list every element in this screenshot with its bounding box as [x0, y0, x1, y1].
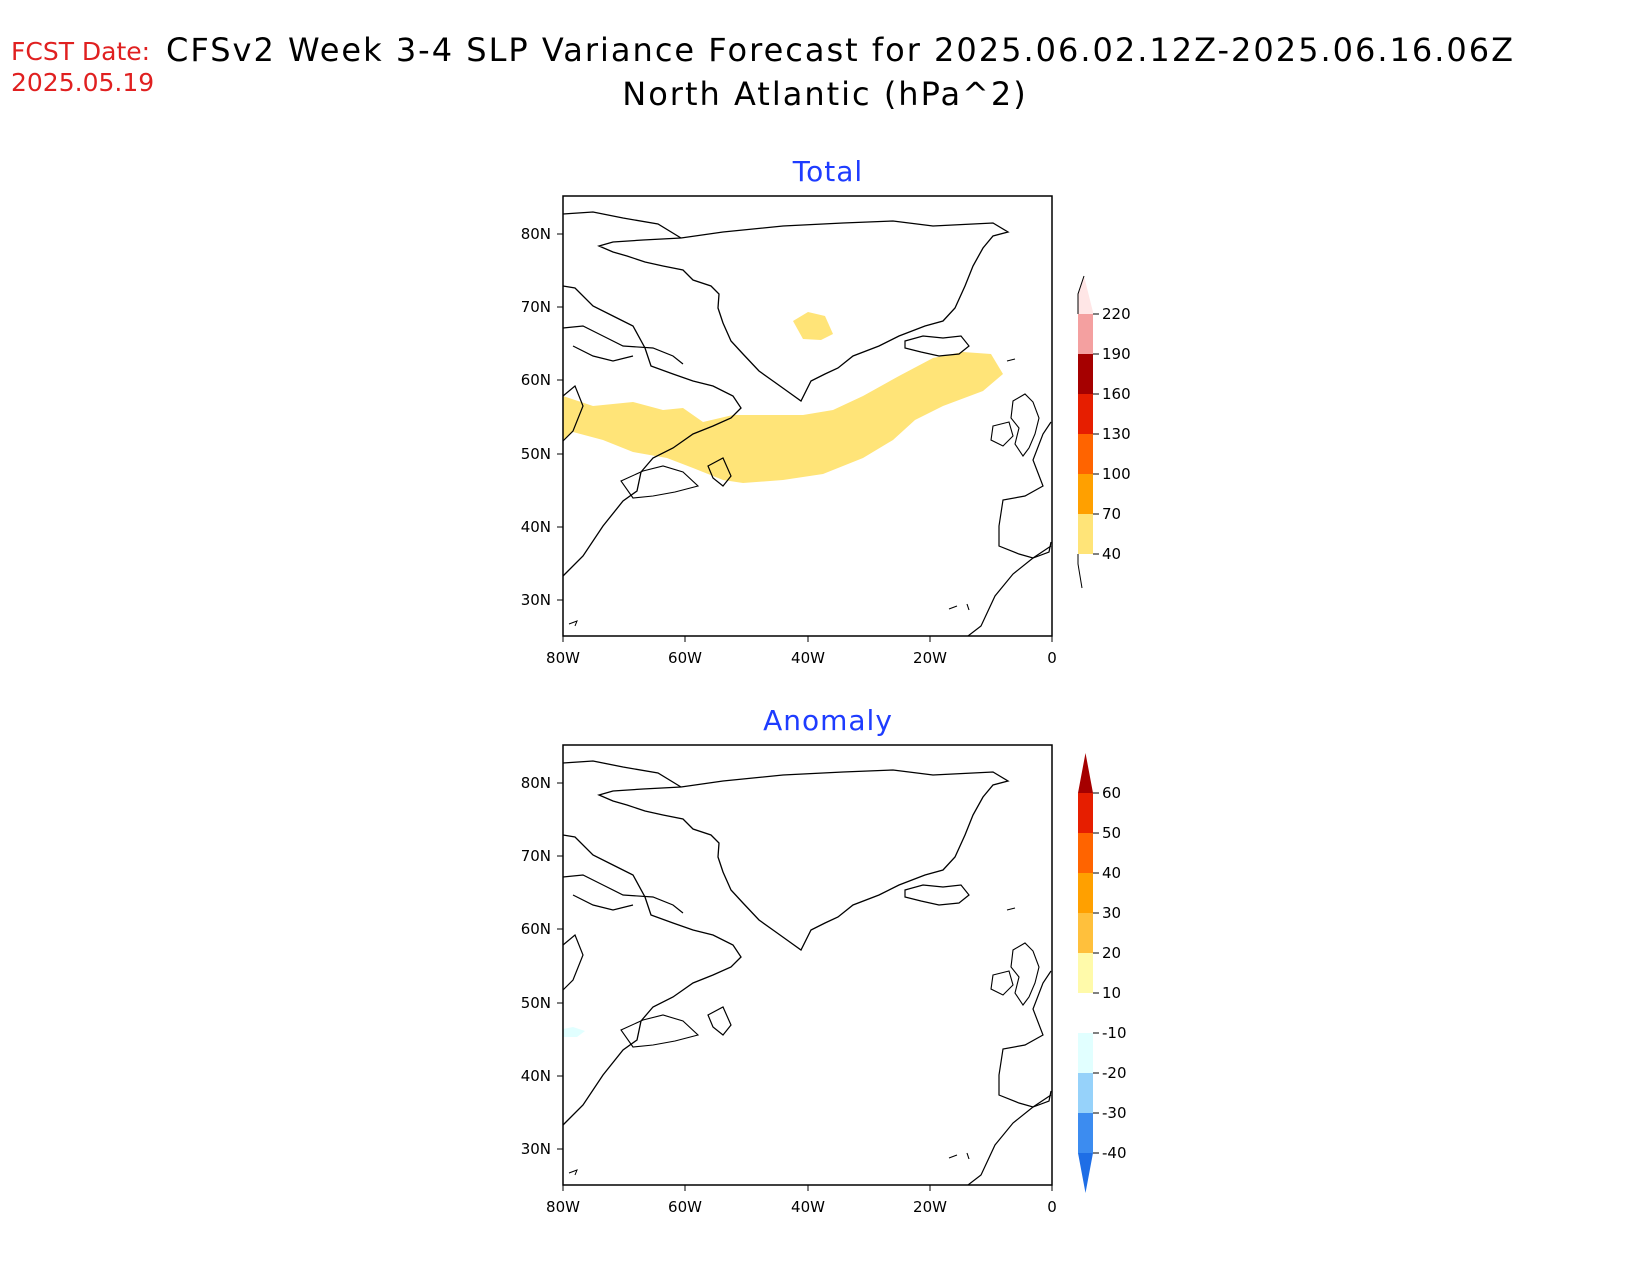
- colorbar-label: -20: [1102, 1064, 1127, 1082]
- colorbar-box: [1078, 514, 1093, 554]
- colorbar-box: [1078, 833, 1093, 873]
- lat-label: 50N: [521, 994, 551, 1012]
- colorbar-box: [1078, 1033, 1093, 1073]
- panel-title-total: Total: [792, 155, 864, 188]
- colorbar-label: 10: [1102, 984, 1121, 1002]
- colorbar-label: 130: [1102, 425, 1131, 443]
- colorbar-label: 70: [1102, 505, 1121, 523]
- colorbar-label: -40: [1102, 1144, 1127, 1162]
- lat-label: 70N: [521, 298, 551, 316]
- colorbar-anomaly: -40 -30 -20 -10 10 20 30 40 50 60: [1078, 753, 1127, 1193]
- title-line-1: CFSv2 Week 3-4 SLP Variance Forecast for…: [166, 31, 1516, 69]
- colorbar-box: [1078, 993, 1093, 1033]
- colorbar-box: [1078, 873, 1093, 913]
- lat-label: 50N: [521, 445, 551, 463]
- colorbar-box: [1078, 314, 1093, 354]
- variance-shaded-spot: [793, 312, 833, 340]
- lat-label: 40N: [521, 518, 551, 536]
- lon-label: 60W: [668, 1198, 702, 1216]
- colorbar-box: [1078, 793, 1093, 833]
- fcst-label: FCST Date:: [11, 37, 151, 66]
- colorbar-box: [1078, 354, 1093, 394]
- lat-label: 70N: [521, 847, 551, 865]
- fcst-date: 2025.05.19: [11, 68, 155, 97]
- colorbar-extension-high: [1078, 276, 1093, 314]
- colorbar-extension-high: [1078, 753, 1093, 793]
- colorbar-box: [1078, 1073, 1093, 1113]
- title-line-2: North Atlantic (hPa^2): [622, 75, 1028, 113]
- colorbar-label: 160: [1102, 385, 1131, 403]
- colorbar-box: [1078, 474, 1093, 514]
- lat-label: 60N: [521, 920, 551, 938]
- lat-label: 40N: [521, 1067, 551, 1085]
- colorbar-label: 30: [1102, 904, 1121, 922]
- colorbar-label: 40: [1102, 545, 1121, 563]
- colorbar-total: 40 70 100 130 160 190 220: [1077, 275, 1131, 589]
- lon-label: 40W: [791, 649, 825, 667]
- colorbar-box: [1078, 913, 1093, 953]
- map-anomaly: 80N 70N 60N 50N 40N 30N 80W 60W 40W 20W …: [521, 744, 1057, 1216]
- lon-label: 80W: [546, 649, 580, 667]
- lat-label: 80N: [521, 774, 551, 792]
- colorbar-label: 40: [1102, 864, 1121, 882]
- lat-label: 30N: [521, 1140, 551, 1158]
- lat-label: 60N: [521, 371, 551, 389]
- colorbar-label: 190: [1102, 345, 1131, 363]
- colorbar-label: -10: [1102, 1024, 1127, 1042]
- lon-label: 20W: [913, 649, 947, 667]
- colorbar-box: [1078, 434, 1093, 474]
- colorbar-label: 100: [1102, 465, 1131, 483]
- colorbar-label: 220: [1102, 305, 1131, 323]
- colorbar-box: [1078, 394, 1093, 434]
- lon-label: 0: [1047, 649, 1057, 667]
- lat-label: 30N: [521, 591, 551, 609]
- lat-label: 80N: [521, 225, 551, 243]
- colorbar-label: 60: [1102, 784, 1121, 802]
- colorbar-label: -30: [1102, 1104, 1127, 1122]
- lon-label: 0: [1047, 1198, 1057, 1216]
- lon-label: 40W: [791, 1198, 825, 1216]
- lon-label: 80W: [546, 1198, 580, 1216]
- map-frame: [562, 744, 1053, 1186]
- lon-label: 60W: [668, 649, 702, 667]
- lon-label: 20W: [913, 1198, 947, 1216]
- colorbar-box: [1078, 953, 1093, 993]
- anomaly-shaded-spot: [563, 1027, 585, 1037]
- map-total: 80N 70N 60N 50N 40N 30N 80W 60W 40W 20W …: [521, 195, 1057, 667]
- colorbar-extension-low: [1077, 554, 1083, 589]
- variance-shaded-region: [563, 352, 1003, 483]
- colorbar-label: 20: [1102, 944, 1121, 962]
- panel-title-anomaly: Anomaly: [763, 704, 893, 737]
- colorbar-box: [1078, 1113, 1093, 1153]
- colorbar-label: 50: [1102, 824, 1121, 842]
- colorbar-extension-outline: [1077, 275, 1085, 314]
- colorbar-extension-low: [1078, 1153, 1093, 1193]
